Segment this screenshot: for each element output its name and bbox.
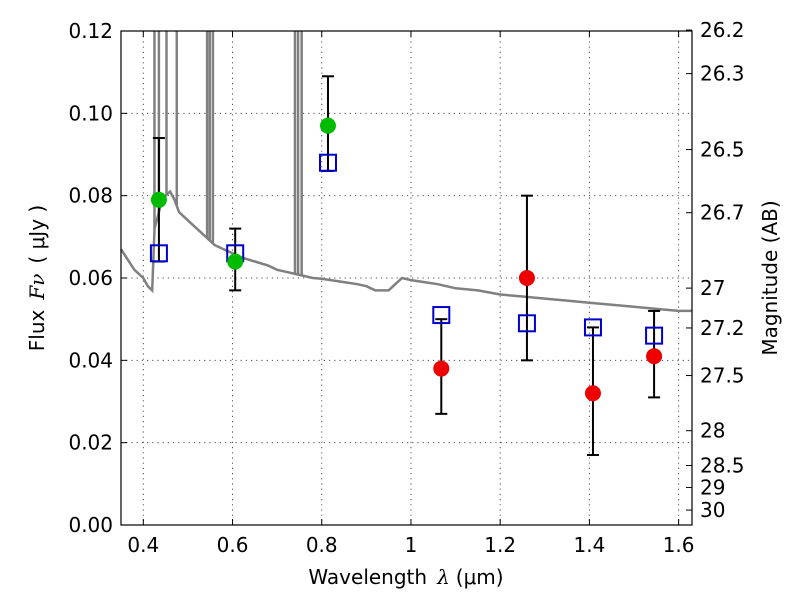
y2-axis-label: Magnitude (AB) bbox=[758, 200, 782, 355]
y-tick-label: 0.00 bbox=[68, 513, 113, 537]
data-point-square bbox=[645, 326, 664, 345]
y-tick-label: 0.02 bbox=[68, 431, 113, 455]
y2-tick-label: 26.2 bbox=[700, 18, 745, 42]
y2-tick-label: 27 bbox=[700, 276, 725, 300]
data-point-square bbox=[318, 153, 337, 172]
x-tick-label: 0.4 bbox=[127, 533, 159, 557]
tick-labels: 0.4 0.6 0.8 1 1.2 1.4 1.6 0.00 0.02 0.04 0.06 0.08 0… bbox=[68, 18, 744, 557]
data-point-circle bbox=[319, 117, 336, 134]
data-point-circle bbox=[518, 270, 535, 286]
y-axis-label-text: Flux bbox=[25, 309, 49, 351]
y-tick-label: 0.10 bbox=[68, 101, 113, 125]
model-spectrum bbox=[119, 31, 692, 313]
x-tick-label: 1.2 bbox=[484, 533, 516, 557]
x-tick-label: 0.6 bbox=[217, 533, 249, 557]
x-tick-label: 1.6 bbox=[663, 533, 695, 557]
y-axis-label-unit: ( μJy ) bbox=[25, 205, 49, 264]
data-point-square bbox=[432, 306, 451, 325]
y2-tick-label: 30 bbox=[700, 498, 725, 522]
data-markers bbox=[149, 117, 664, 402]
y2-tick-label: 28 bbox=[700, 419, 725, 443]
y2-tick-label: 28.5 bbox=[700, 453, 745, 477]
x-axis-label-unit: (μm) bbox=[456, 565, 504, 589]
y2-tick-label: 27.2 bbox=[700, 316, 745, 340]
x-axis-label-symbol: λ bbox=[436, 565, 450, 589]
data-point-circle bbox=[584, 385, 601, 402]
y-axis-label: Flux Fν ( μJy ) bbox=[25, 205, 49, 351]
y2-tick-label: 26.5 bbox=[700, 138, 745, 162]
y-tick-label: 0.04 bbox=[68, 348, 113, 372]
data-point-square bbox=[583, 318, 602, 337]
axis-ticks bbox=[121, 29, 692, 526]
x-tick-label: 0.8 bbox=[306, 533, 338, 557]
x-axis-label: Wavelength λ (μm) bbox=[308, 565, 503, 589]
x-tick-label: 1 bbox=[405, 533, 418, 557]
x-tick-label: 1.4 bbox=[573, 533, 605, 557]
y2-tick-label: 29 bbox=[700, 475, 725, 499]
y-tick-label: 0.06 bbox=[68, 266, 113, 290]
data-point-square bbox=[517, 314, 536, 333]
y-tick-label: 0.08 bbox=[68, 184, 113, 208]
y-tick-label: 0.12 bbox=[68, 19, 113, 43]
data-point-circle bbox=[150, 191, 167, 208]
data-point-circle bbox=[227, 253, 244, 270]
y2-tick-label: 27.5 bbox=[700, 364, 745, 388]
y-axis-label-symbol: Fν bbox=[25, 274, 49, 301]
y2-tick-label: 26.3 bbox=[700, 62, 745, 86]
x-axis-label-text: Wavelength bbox=[308, 565, 427, 589]
data-point-square bbox=[149, 244, 168, 263]
y2-tick-label: 26.7 bbox=[700, 201, 745, 225]
data-point-circle bbox=[646, 348, 663, 365]
grid-lines bbox=[121, 30, 692, 526]
model-spectrum-line bbox=[119, 189, 692, 313]
data-point-circle bbox=[433, 360, 450, 377]
